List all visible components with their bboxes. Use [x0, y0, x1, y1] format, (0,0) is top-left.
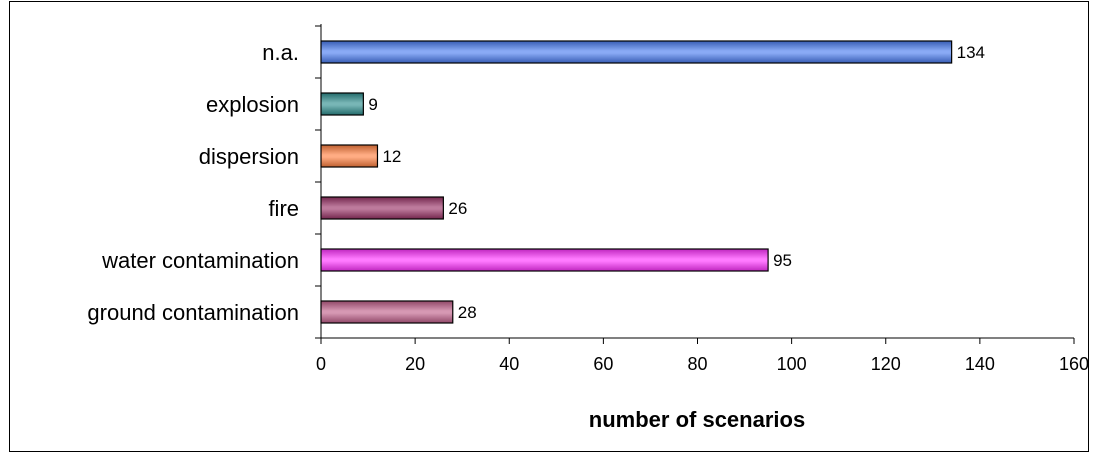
- data-label: 134: [957, 43, 985, 62]
- axes: 0 20 40 60 80 100 120 140 160: [315, 24, 1089, 374]
- x-tick-label: 120: [871, 354, 901, 374]
- bar: [320, 92, 364, 116]
- x-tick-label: 40: [499, 354, 519, 374]
- x-tick-label: 80: [687, 354, 707, 374]
- chart-frame: [9, 1, 1089, 452]
- x-tick-label: 20: [405, 354, 425, 374]
- x-tick-label: 160: [1059, 354, 1089, 374]
- category-label: ground contamination: [87, 300, 299, 325]
- x-tick-label: 100: [777, 354, 807, 374]
- bar: [320, 144, 379, 168]
- data-label: 28: [458, 303, 477, 322]
- category-label: n.a.: [262, 40, 299, 65]
- bar: [320, 300, 454, 324]
- bars: 28 ground contamination 95 water contaminat…: [87, 40, 985, 325]
- bar: [320, 248, 769, 272]
- category-label: explosion: [206, 92, 299, 117]
- data-label: 95: [773, 251, 792, 270]
- x-tick-label: 140: [965, 354, 995, 374]
- bar: [320, 40, 953, 64]
- x-tick-label: 60: [593, 354, 613, 374]
- x-axis-title: number of scenarios: [589, 407, 805, 432]
- category-label: water contamination: [101, 248, 299, 273]
- category-label: fire: [268, 196, 299, 221]
- data-label: 26: [448, 199, 467, 218]
- data-label: 9: [368, 95, 377, 114]
- bar: [320, 196, 444, 220]
- x-tick-label: 0: [316, 354, 326, 374]
- category-label: dispersion: [199, 144, 299, 169]
- data-label: 12: [382, 147, 401, 166]
